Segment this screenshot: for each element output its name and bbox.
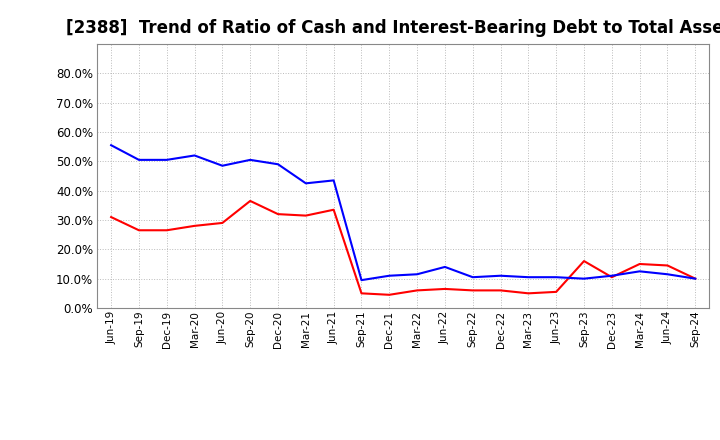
Cash [163,227,171,233]
Cash [552,289,561,294]
Cash [524,291,533,296]
Cash [329,207,338,213]
Cash [302,213,310,218]
Interest-Bearing Debt [469,275,477,280]
Interest-Bearing Debt [496,273,505,279]
Cash [691,276,700,281]
Cash [635,261,644,267]
Cash [190,223,199,228]
Interest-Bearing Debt [580,276,588,281]
Cash [496,288,505,293]
Interest-Bearing Debt [246,157,255,162]
Interest-Bearing Debt [329,178,338,183]
Cash [413,288,421,293]
Interest-Bearing Debt [163,157,171,162]
Cash [357,291,366,296]
Interest-Bearing Debt [218,163,227,169]
Cash [469,288,477,293]
Interest-Bearing Debt [441,264,449,270]
Interest-Bearing Debt [413,271,421,277]
Title: [2388]  Trend of Ratio of Cash and Interest-Bearing Debt to Total Assets: [2388] Trend of Ratio of Cash and Intere… [66,19,720,37]
Cash [663,263,672,268]
Interest-Bearing Debt [302,181,310,186]
Interest-Bearing Debt [357,278,366,283]
Line: Cash: Cash [111,201,696,295]
Cash [135,227,143,233]
Interest-Bearing Debt [107,143,115,148]
Cash [246,198,255,204]
Line: Interest-Bearing Debt: Interest-Bearing Debt [111,145,696,280]
Interest-Bearing Debt [608,273,616,279]
Cash [107,214,115,220]
Interest-Bearing Debt [274,161,282,167]
Cash [385,292,394,297]
Interest-Bearing Debt [135,157,143,162]
Cash [274,212,282,217]
Interest-Bearing Debt [524,275,533,280]
Interest-Bearing Debt [552,275,561,280]
Interest-Bearing Debt [691,276,700,281]
Cash [218,220,227,226]
Interest-Bearing Debt [190,153,199,158]
Cash [580,258,588,264]
Cash [608,275,616,280]
Interest-Bearing Debt [385,273,394,279]
Cash [441,286,449,292]
Interest-Bearing Debt [635,269,644,274]
Interest-Bearing Debt [663,271,672,277]
